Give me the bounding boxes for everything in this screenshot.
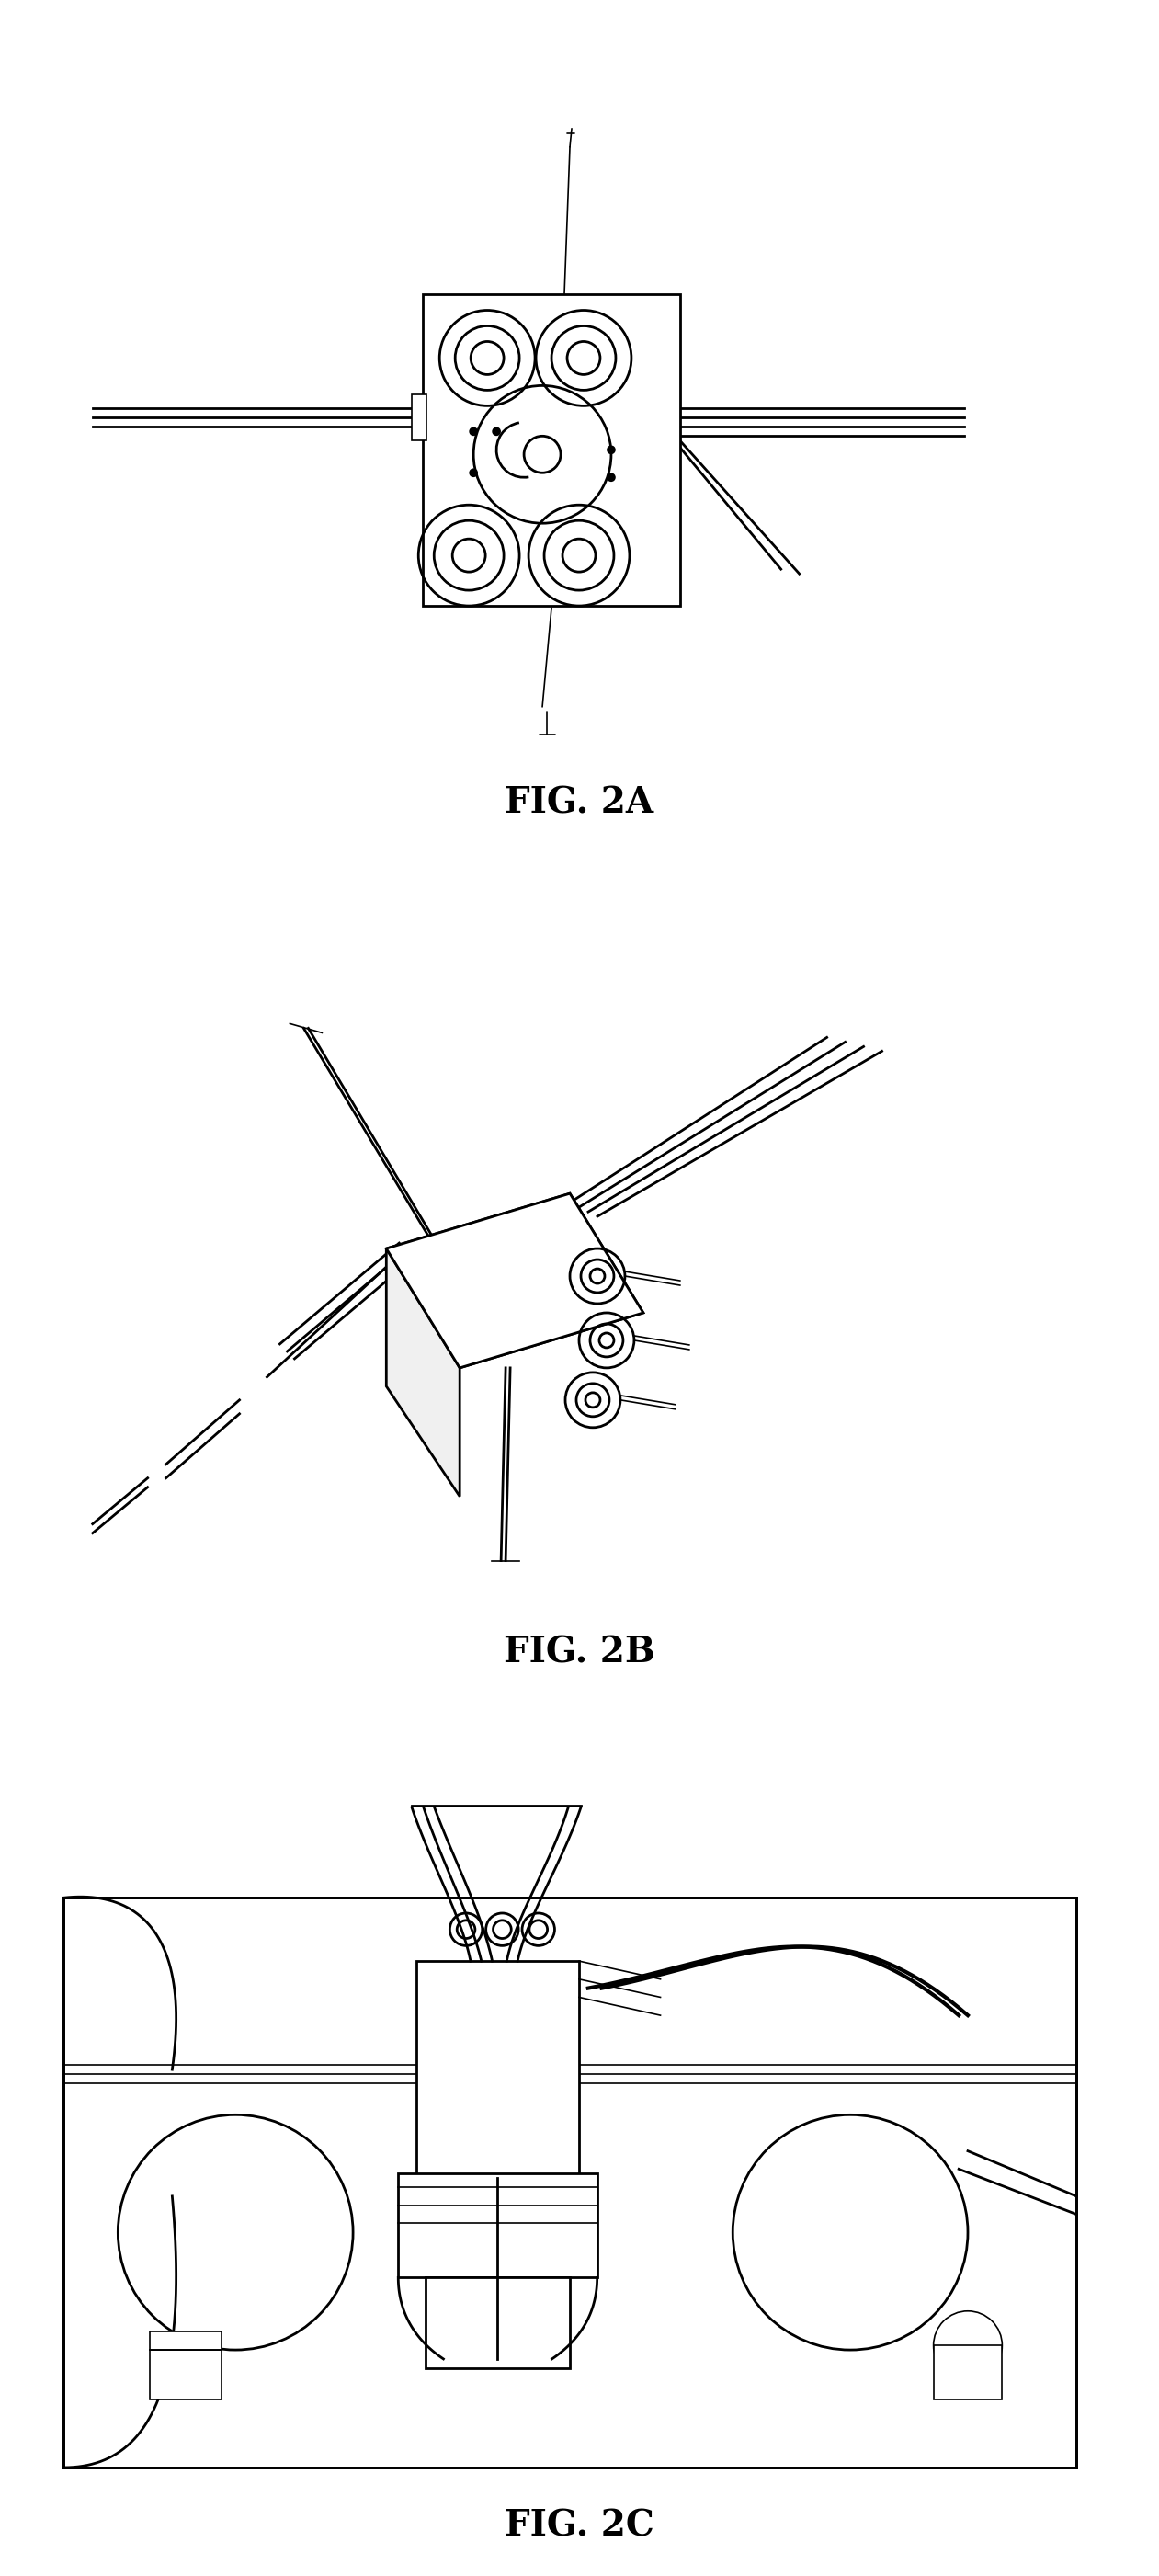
Bar (933, 2344, 1003, 2401)
Circle shape (590, 1270, 605, 1283)
Bar (399, 2174, 597, 2277)
Circle shape (567, 343, 600, 374)
Polygon shape (386, 1193, 643, 1368)
Circle shape (471, 343, 504, 374)
Bar (425, 2277, 570, 2367)
Circle shape (585, 1394, 600, 1406)
Circle shape (493, 428, 501, 435)
Bar (416, 1960, 580, 2179)
Bar (411, 394, 427, 440)
Circle shape (452, 538, 486, 572)
Bar (150, 2349, 221, 2401)
Circle shape (607, 446, 614, 453)
Circle shape (599, 1332, 614, 1347)
Text: FIG. 2C: FIG. 2C (504, 2509, 654, 2543)
Circle shape (524, 435, 561, 474)
Text: FIG. 2A: FIG. 2A (504, 786, 654, 822)
Circle shape (469, 469, 478, 477)
Text: FIG. 2B: FIG. 2B (503, 1636, 655, 1669)
Circle shape (562, 538, 596, 572)
Bar (150, 2331, 221, 2349)
Polygon shape (386, 1193, 643, 1368)
Bar (423, 294, 680, 605)
Circle shape (469, 428, 478, 435)
Circle shape (607, 474, 614, 482)
Polygon shape (386, 1249, 460, 1497)
